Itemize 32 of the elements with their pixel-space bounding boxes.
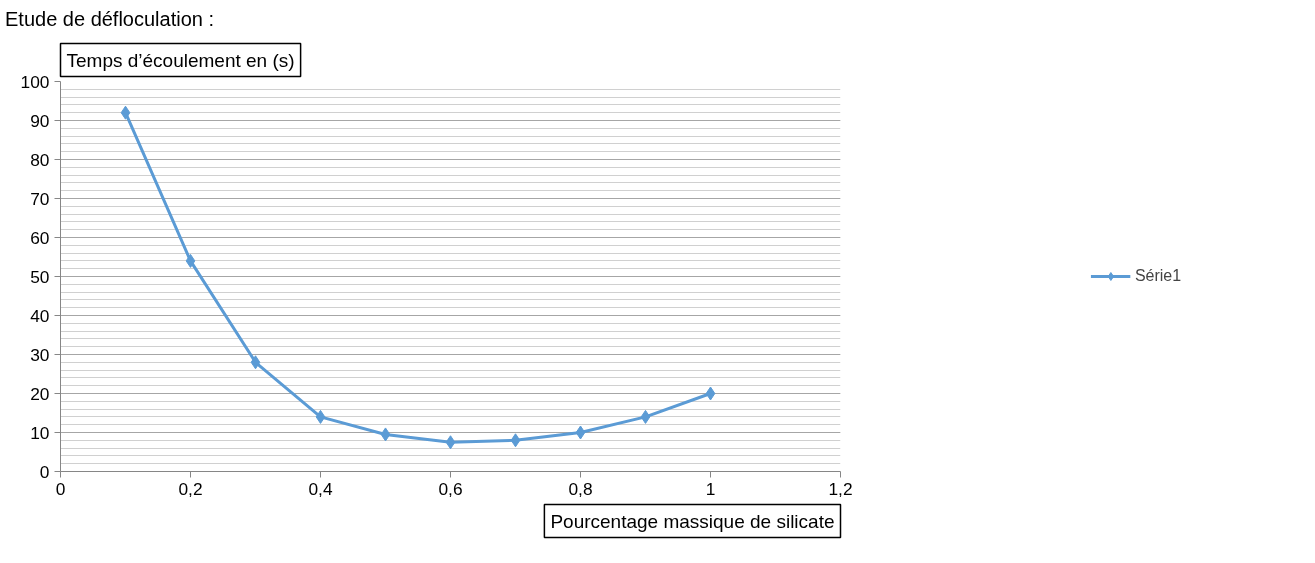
y-tick-label: 90 (30, 110, 50, 131)
point (640, 409, 651, 424)
x-tick-label: 1 (705, 478, 716, 499)
chart-title: Etude de défloculation : (5, 7, 215, 32)
point (250, 355, 261, 370)
x-tick-label: 0 (55, 478, 66, 499)
legend-label: Série1 (1134, 267, 1182, 285)
y-tick-label: 70 (30, 188, 50, 209)
y-tick-label: 50 (30, 266, 50, 287)
y-tick-label: 80 (30, 149, 50, 170)
y-axis-title: Temps d’écoulement en (s) (66, 49, 295, 71)
y-tick-label: 30 (30, 344, 50, 365)
point (185, 253, 196, 268)
y-tick-label: 100 (20, 71, 50, 92)
y-tick-label: 20 (30, 383, 50, 404)
y-tick-label: 10 (30, 422, 50, 443)
y-tick-label: 60 (30, 227, 50, 248)
point (315, 409, 326, 424)
y-tick-label: 40 (30, 305, 50, 326)
point (120, 105, 131, 120)
point (705, 386, 716, 401)
x-tick-label: 1,2 (828, 478, 853, 499)
point (380, 427, 391, 442)
x-tick-label: 0,8 (568, 478, 593, 499)
x-axis-title: Pourcentage massique de silicate (550, 510, 835, 532)
point (445, 435, 456, 450)
x-tick-label: 0,2 (178, 478, 203, 499)
x-tick-label: 0,6 (438, 478, 463, 499)
point (510, 433, 521, 448)
y-tick-label: 0 (39, 461, 50, 482)
point (575, 425, 586, 440)
x-tick-label: 0,4 (308, 478, 333, 499)
